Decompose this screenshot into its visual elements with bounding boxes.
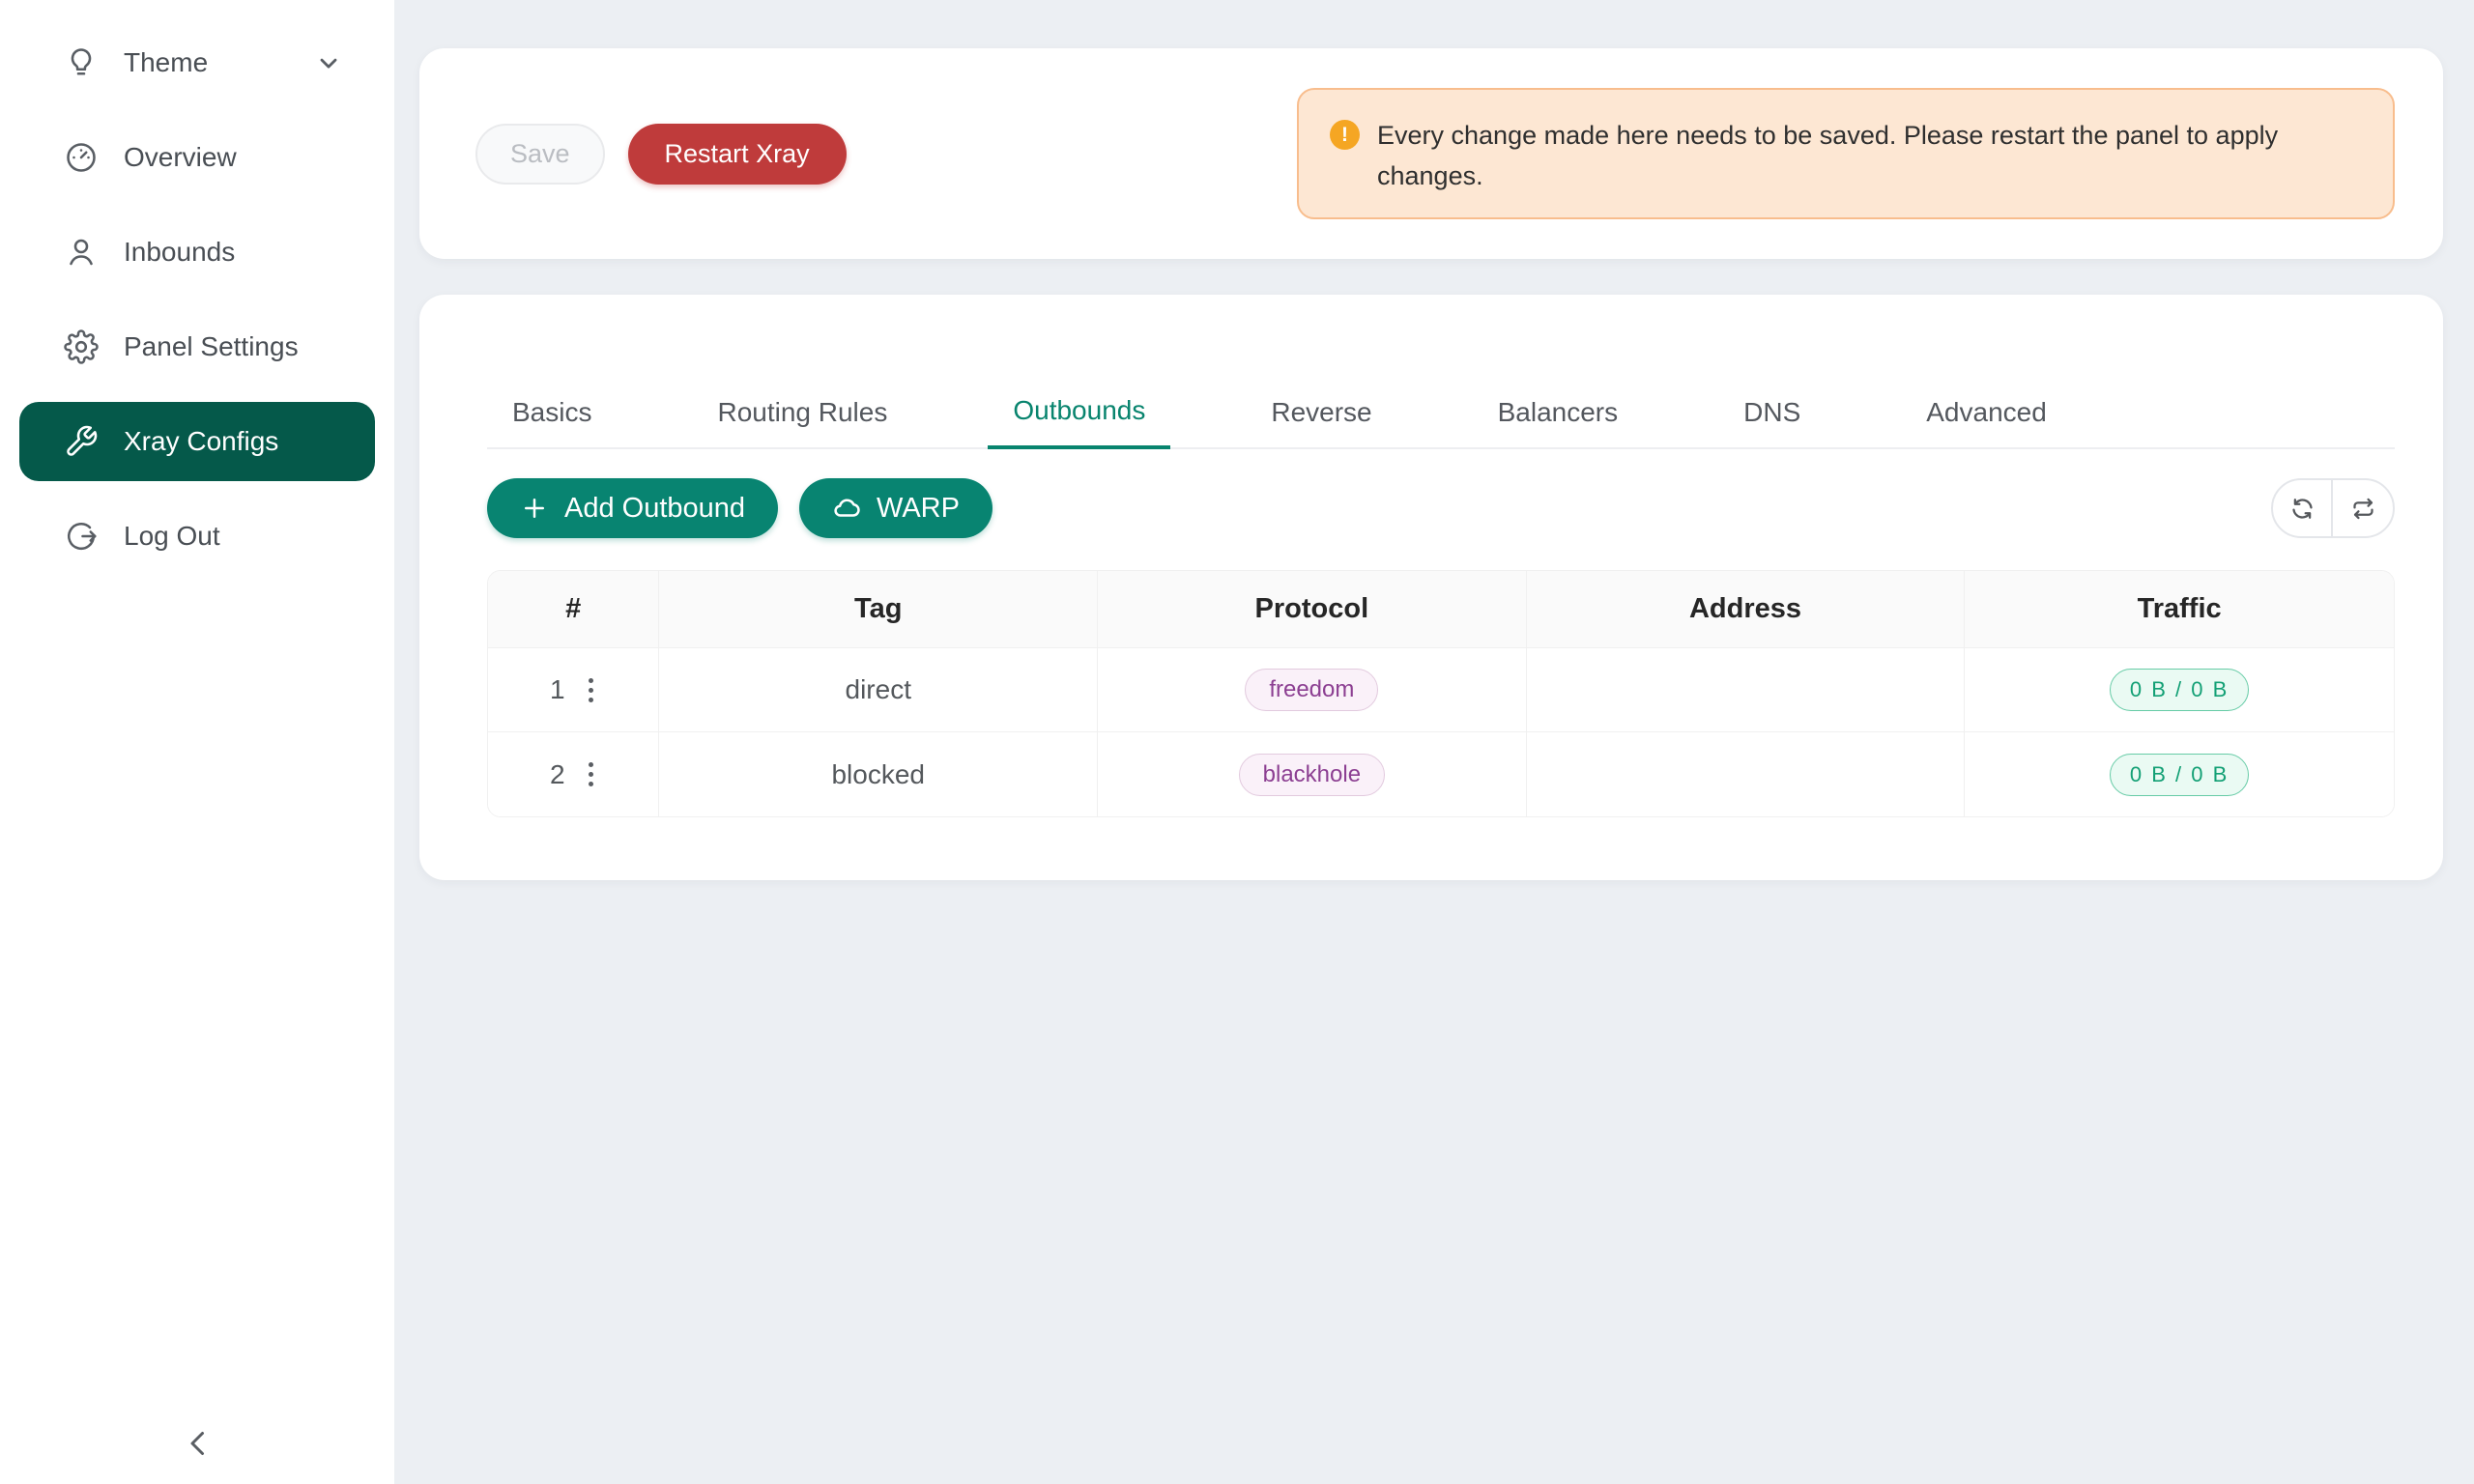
tab-outbounds[interactable]: Outbounds xyxy=(988,376,1171,449)
tab-routing-rules[interactable]: Routing Rules xyxy=(717,397,888,427)
traffic-badge: 0 B / 0 B xyxy=(2109,753,2250,796)
sidebar-item-theme[interactable]: Theme xyxy=(19,23,375,102)
warning-icon: ! xyxy=(1330,120,1360,150)
wrench-icon xyxy=(64,424,99,459)
restart-warning-alert: ! Every change made here needs to be sav… xyxy=(1297,88,2395,219)
refresh-button[interactable] xyxy=(2273,480,2333,536)
sidebar-item-panel-settings[interactable]: Panel Settings xyxy=(19,307,375,386)
row-index: 2 xyxy=(549,758,565,789)
column-header-tag: Tag xyxy=(659,571,1099,648)
protocol-badge: blackhole xyxy=(1238,753,1386,796)
logout-icon xyxy=(64,519,99,554)
save-button[interactable]: Save xyxy=(475,123,605,185)
table-header-row: # Tag Protocol Address Traffic xyxy=(488,571,2394,648)
sidebar-item-xray-configs[interactable]: Xray Configs xyxy=(19,402,375,481)
sidebar-item-label: Inbounds xyxy=(124,237,236,267)
sidebar-item-label: Xray Configs xyxy=(124,426,279,456)
sidebar-item-label: Theme xyxy=(124,47,209,77)
repeat-icon xyxy=(2352,498,2373,519)
sidebar-item-log-out[interactable]: Log Out xyxy=(19,497,375,576)
outbounds-toolbar: Add Outbound WARP xyxy=(487,478,2395,538)
xray-configs-card: Basics Routing Rules Outbounds Reverse B… xyxy=(419,295,2443,880)
config-tabbar: Basics Routing Rules Outbounds Reverse B… xyxy=(487,376,2395,449)
chevron-left-icon xyxy=(190,1432,204,1455)
tab-basics[interactable]: Basics xyxy=(512,397,592,427)
row-menu-button[interactable] xyxy=(585,674,597,706)
user-icon xyxy=(64,235,99,270)
table-actions-group xyxy=(2271,478,2395,538)
column-header-address: Address xyxy=(1526,571,1966,648)
refresh-icon xyxy=(2291,498,2313,519)
chevron-down-icon xyxy=(315,45,342,80)
table-row: 2 blocked blackhole 0 B / 0 B xyxy=(488,732,2394,816)
sidebar: Theme Overview Inbounds Panel Settings X… xyxy=(0,0,394,1484)
sidebar-item-label: Panel Settings xyxy=(124,331,299,361)
restart-xray-button[interactable]: Restart Xray xyxy=(627,123,847,185)
gear-icon xyxy=(64,329,99,364)
main-content: Save Restart Xray ! Every change made he… xyxy=(394,0,2474,1484)
tab-dns[interactable]: DNS xyxy=(1743,397,1801,427)
sidebar-item-inbounds[interactable]: Inbounds xyxy=(19,213,375,292)
row-tag: blocked xyxy=(659,732,1099,816)
column-header-traffic: Traffic xyxy=(1965,571,2394,648)
row-address xyxy=(1526,648,1966,732)
column-header-index: # xyxy=(488,571,660,648)
tab-reverse[interactable]: Reverse xyxy=(1271,397,1372,427)
action-bar-card: Save Restart Xray ! Every change made he… xyxy=(419,48,2443,259)
add-outbound-button[interactable]: Add Outbound xyxy=(487,478,779,538)
cloud-icon xyxy=(834,499,860,517)
row-address xyxy=(1526,732,1966,816)
protocol-badge: freedom xyxy=(1245,669,1379,711)
sidebar-collapse-button[interactable] xyxy=(181,1426,216,1461)
sidebar-item-overview[interactable]: Overview xyxy=(19,118,375,197)
row-tag: direct xyxy=(659,648,1099,732)
column-header-protocol: Protocol xyxy=(1098,571,1527,648)
traffic-badge: 0 B / 0 B xyxy=(2109,669,2250,711)
outbounds-table: # Tag Protocol Address Traffic 1 xyxy=(487,570,2395,817)
table-row: 1 direct freedom 0 B / 0 B xyxy=(488,648,2394,732)
dashboard-icon xyxy=(64,140,99,175)
alert-message: Every change made here needs to be saved… xyxy=(1377,121,2279,190)
lightbulb-icon xyxy=(64,45,99,80)
sidebar-item-label: Overview xyxy=(124,142,237,172)
warp-button[interactable]: WARP xyxy=(799,478,992,538)
sidebar-item-label: Log Out xyxy=(124,521,220,551)
swap-button[interactable] xyxy=(2333,480,2393,536)
plus-icon xyxy=(525,499,544,518)
row-menu-button[interactable] xyxy=(585,758,597,790)
tab-advanced[interactable]: Advanced xyxy=(1926,397,2047,427)
row-index: 1 xyxy=(549,674,565,704)
tab-balancers[interactable]: Balancers xyxy=(1497,397,1619,427)
